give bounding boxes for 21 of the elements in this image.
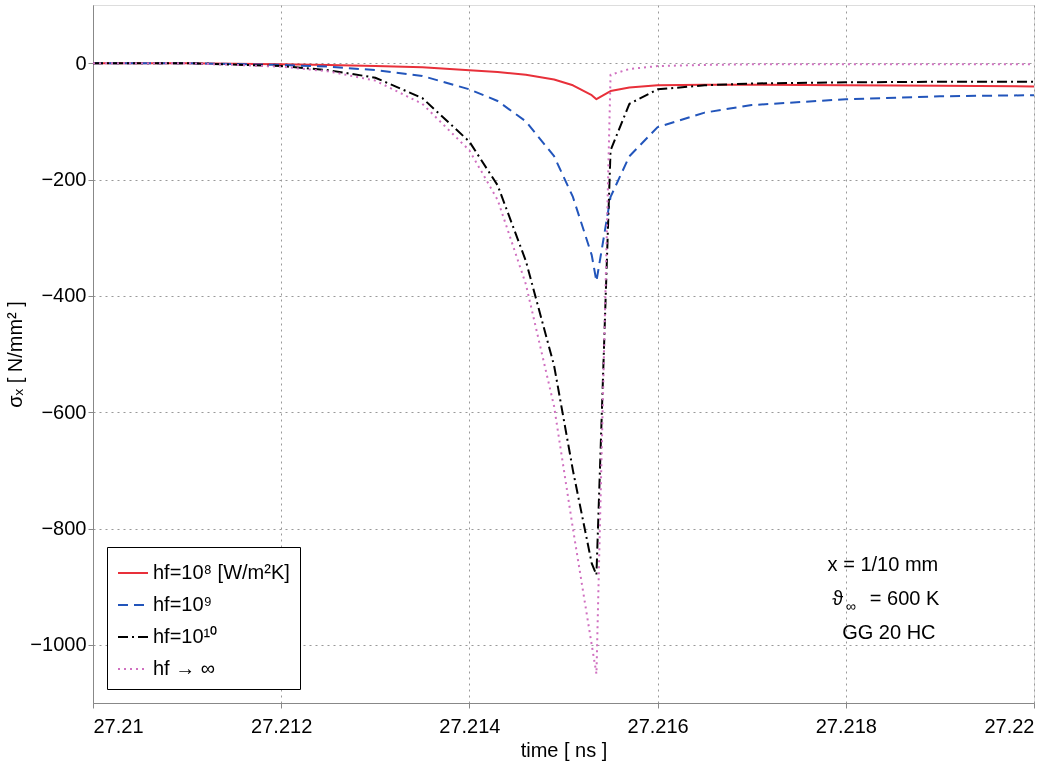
y-tick-label: −1000 xyxy=(30,633,87,656)
y-tick-label: −200 xyxy=(41,168,87,190)
annotation: GG 20 HC xyxy=(842,621,936,643)
y-tick-label: 0 xyxy=(75,51,87,74)
legend-label: hf=10⁸ [W/m²K] xyxy=(153,561,290,583)
x-tick-label: 27.218 xyxy=(815,714,877,737)
x-tick-label: 27.21 xyxy=(93,714,144,737)
y-tick-label: −800 xyxy=(41,517,87,539)
y-tick-label: −400 xyxy=(41,284,87,307)
y-tick-label: −600 xyxy=(41,400,87,423)
x-axis-title: time [ ns ] xyxy=(520,738,608,761)
legend-label: hf=10⁹ xyxy=(153,593,213,615)
annotation: x = 1/10 mm xyxy=(827,553,939,575)
x-tick-label: 27.22 xyxy=(984,714,1035,737)
y-axis-title: σₓ [ N/mm² ] xyxy=(4,301,27,408)
x-tick-label: 27.216 xyxy=(627,714,689,737)
legend-label: hf=10¹⁰ xyxy=(153,625,218,647)
x-tick-label: 27.212 xyxy=(251,714,313,737)
legend-label: hf → ∞ xyxy=(153,657,216,679)
x-tick-label: 27.214 xyxy=(439,714,501,737)
annotation: ϑ∞ = 600 K xyxy=(832,587,940,614)
